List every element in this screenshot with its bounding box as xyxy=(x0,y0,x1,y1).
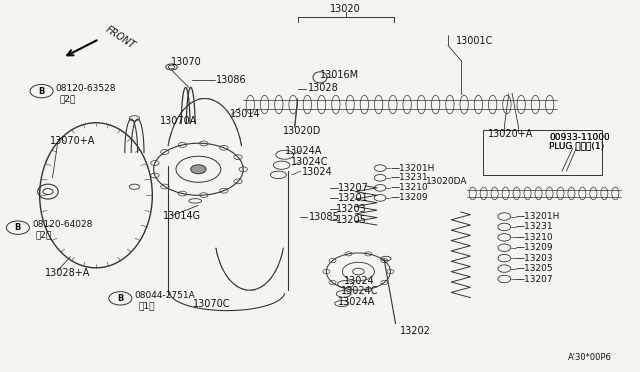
Text: B: B xyxy=(117,294,124,303)
Text: 13070: 13070 xyxy=(171,58,202,67)
Text: PLUG プラグ(1): PLUG プラグ(1) xyxy=(549,141,604,150)
Text: —13207: —13207 xyxy=(516,275,554,283)
Text: 13024C: 13024C xyxy=(341,286,379,296)
Text: —13209: —13209 xyxy=(390,193,428,202)
Text: 13201: 13201 xyxy=(338,193,369,203)
Text: （2）: （2） xyxy=(36,231,52,240)
Text: —13201H: —13201H xyxy=(516,212,560,221)
Text: PLUG プラグ(1): PLUG プラグ(1) xyxy=(549,141,604,150)
Circle shape xyxy=(191,165,206,174)
Text: —13210: —13210 xyxy=(516,233,554,242)
Text: 13024A: 13024A xyxy=(285,147,322,156)
Text: 13020DA: 13020DA xyxy=(426,177,467,186)
Text: 13024C: 13024C xyxy=(291,157,329,167)
Text: 13020: 13020 xyxy=(330,4,361,14)
Text: 00933-11000: 00933-11000 xyxy=(549,133,610,142)
Text: —13205: —13205 xyxy=(516,264,554,273)
Text: FRONT: FRONT xyxy=(104,24,137,51)
Text: 13014G: 13014G xyxy=(163,211,202,221)
Text: 13070+A: 13070+A xyxy=(50,136,95,145)
Text: B: B xyxy=(38,87,45,96)
Text: 00933-11000: 00933-11000 xyxy=(549,133,610,142)
Text: 13086: 13086 xyxy=(216,75,247,84)
Text: （2）: （2） xyxy=(60,94,76,103)
Text: 13028+A: 13028+A xyxy=(45,269,90,278)
Text: 13024A: 13024A xyxy=(338,297,375,307)
Text: —13210: —13210 xyxy=(390,183,428,192)
Text: —13231: —13231 xyxy=(390,173,428,182)
Text: （1）: （1） xyxy=(138,301,155,310)
Text: 13024: 13024 xyxy=(344,276,375,286)
Text: 13207: 13207 xyxy=(338,183,369,193)
Text: —13231: —13231 xyxy=(516,222,554,231)
Text: —13201H: —13201H xyxy=(390,164,435,173)
Text: 13203: 13203 xyxy=(336,204,367,214)
Text: 13070C: 13070C xyxy=(193,299,231,308)
Text: 13205: 13205 xyxy=(336,215,367,225)
Text: B: B xyxy=(15,223,21,232)
Text: 13028: 13028 xyxy=(308,83,339,93)
Text: 13001C: 13001C xyxy=(456,36,493,46)
Text: 13085: 13085 xyxy=(308,212,339,221)
Text: 08120-63528: 08120-63528 xyxy=(56,84,116,93)
Text: 13202: 13202 xyxy=(400,326,431,336)
Text: —13209: —13209 xyxy=(516,243,554,252)
Text: —13203: —13203 xyxy=(516,254,554,263)
Text: 13020+A: 13020+A xyxy=(488,129,533,139)
Text: 08044-2751A: 08044-2751A xyxy=(134,291,195,300)
Text: 13014: 13014 xyxy=(230,109,261,119)
Text: 13020D: 13020D xyxy=(283,126,321,136)
Text: 13024: 13024 xyxy=(302,167,333,177)
Text: 13070A: 13070A xyxy=(160,116,197,125)
Text: 08120-64028: 08120-64028 xyxy=(32,220,92,229)
Text: A'30*00P6: A'30*00P6 xyxy=(568,353,612,362)
Text: 13016M: 13016M xyxy=(320,70,359,80)
